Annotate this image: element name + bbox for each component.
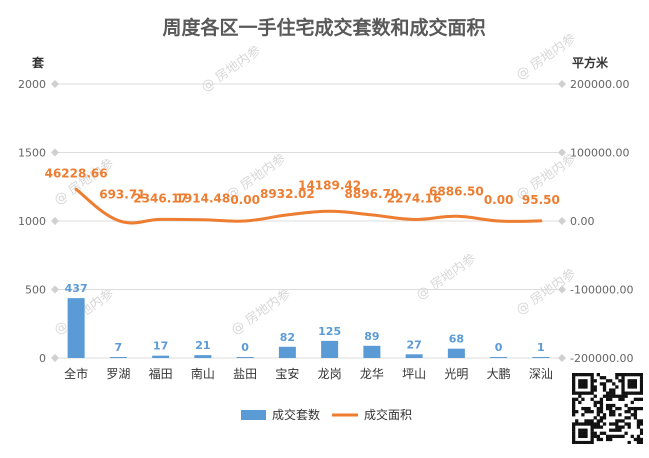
line-data-label: 8932.02 xyxy=(260,187,315,201)
left-axis-marker xyxy=(51,217,59,225)
legend-swatch-bar xyxy=(241,410,266,420)
x-axis-label: 龙岗 xyxy=(318,367,342,381)
bar xyxy=(532,357,550,358)
bar-series: 437 7 17 21 0 82 125 89 27 68 0 1 xyxy=(65,282,550,358)
x-axis-label: 南山 xyxy=(191,366,215,381)
line-data-label: 46228.66 xyxy=(45,166,108,180)
watermark-text: @ 房地内参 xyxy=(413,251,479,304)
bar-data-label: 7 xyxy=(115,341,123,354)
bar xyxy=(447,348,465,358)
left-axis-unit: 套 xyxy=(31,55,45,70)
bar-data-label: 21 xyxy=(195,339,210,352)
line-data-label: 2346.17 xyxy=(133,191,188,205)
x-axis-label: 大鹏 xyxy=(487,367,511,381)
line-data-label: 8896.70 xyxy=(345,187,400,201)
left-axis-tick: 1000 xyxy=(18,215,46,228)
x-axis-label: 深汕 xyxy=(529,367,553,381)
bar xyxy=(321,340,339,358)
line-data-label: 6886.50 xyxy=(429,184,484,198)
right-axis-tick: 200000.00 xyxy=(570,78,630,91)
bar xyxy=(152,355,170,358)
line-data-label: 1914.48 xyxy=(176,192,231,206)
left-axis-tick: 0 xyxy=(39,352,46,365)
left-axis-marker xyxy=(51,354,59,362)
bar-data-label: 27 xyxy=(406,338,421,351)
bar-data-label: 17 xyxy=(153,340,168,353)
left-axis-marker xyxy=(51,285,59,294)
line-data-label: 95.50 xyxy=(522,193,560,207)
x-axis-label: 坪山 xyxy=(402,367,426,381)
x-axis-label: 宝安 xyxy=(275,366,299,381)
left-axis-marker xyxy=(51,80,59,88)
watermark-text: @ 房地内参 xyxy=(513,31,579,84)
bar xyxy=(236,357,254,358)
bar-data-label: 89 xyxy=(364,330,379,343)
right-axis-tick: 100000.00 xyxy=(570,147,630,160)
bar xyxy=(490,357,508,358)
right-axis-tick: 0.00 xyxy=(570,215,595,228)
left-axis-marker xyxy=(51,148,59,157)
bar xyxy=(405,354,423,358)
x-axis-label: 龙华 xyxy=(360,367,384,381)
bar-data-label: 68 xyxy=(449,333,464,346)
right-axis-tick: -200000.00 xyxy=(570,352,633,365)
axes: 0 500 1000 1500 2000 -200000.00 -100000.00 0.00… xyxy=(18,78,633,381)
bar xyxy=(278,346,296,358)
left-axis-tick: 2000 xyxy=(18,78,46,91)
bar-data-label: 437 xyxy=(65,282,88,295)
bar-data-label: 1 xyxy=(537,341,545,354)
x-axis-label: 罗湖 xyxy=(106,366,130,381)
legend: 成交套数 成交面积 xyxy=(241,407,412,422)
bar-data-label: 125 xyxy=(318,325,341,338)
legend-label: 成交面积 xyxy=(364,407,412,422)
bar xyxy=(363,345,381,358)
x-axis-label: 福田 xyxy=(149,366,173,381)
left-axis-tick: 500 xyxy=(25,284,46,297)
right-axis-marker xyxy=(558,354,566,362)
line-data-label: 14189.42 xyxy=(298,178,361,192)
legend-label: 成交套数 xyxy=(272,407,320,422)
line-data-label: 0.00 xyxy=(230,193,260,207)
line-data-label: 2274.16 xyxy=(387,191,442,205)
bar-data-label: 0 xyxy=(495,341,503,354)
bar xyxy=(194,355,212,358)
bar-data-label: 0 xyxy=(241,341,249,354)
right-axis-unit: 平方米 xyxy=(572,55,609,70)
x-axis-label: 全市 xyxy=(64,366,88,381)
right-axis-tick: -100000.00 xyxy=(570,284,633,297)
right-axis-marker xyxy=(558,285,566,294)
line-data-label: 0.00 xyxy=(484,193,514,207)
qr-code xyxy=(572,373,644,445)
bar xyxy=(109,357,127,358)
x-axis-label: 盐田 xyxy=(233,367,257,381)
watermark-text: @ 房地内参 xyxy=(198,43,264,96)
left-axis-tick: 1500 xyxy=(18,147,46,160)
line-data-label: 693.71 xyxy=(99,188,145,202)
right-axis-marker xyxy=(558,80,566,88)
bar-data-label: 82 xyxy=(280,331,295,344)
x-axis-label: 光明 xyxy=(444,367,468,381)
right-axis-marker xyxy=(558,217,566,225)
chart-title: 周度各区一手住宅成交套数和成交面积 xyxy=(162,16,485,39)
line-path xyxy=(74,187,543,225)
bar xyxy=(67,298,85,358)
right-axis-marker xyxy=(558,148,566,157)
gridlines xyxy=(55,83,562,359)
